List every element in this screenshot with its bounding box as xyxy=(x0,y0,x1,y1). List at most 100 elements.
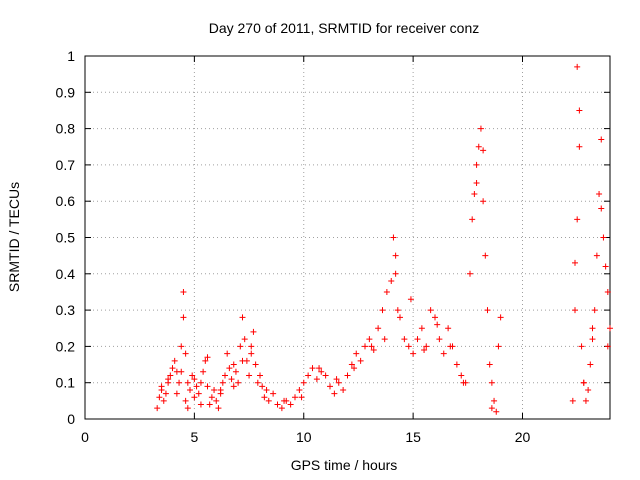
data-point xyxy=(195,390,202,397)
data-point xyxy=(582,397,589,404)
data-point xyxy=(488,379,495,386)
data-point xyxy=(576,143,583,150)
data-point xyxy=(370,347,377,354)
data-point xyxy=(248,350,255,357)
data-point xyxy=(226,365,233,372)
x-tick-label: 20 xyxy=(515,429,531,445)
data-point xyxy=(180,288,187,295)
data-point xyxy=(316,365,323,372)
data-point xyxy=(165,376,172,383)
data-point xyxy=(178,368,185,375)
y-tick-label: 0.3 xyxy=(56,302,76,318)
data-point xyxy=(274,401,281,408)
data-point xyxy=(436,336,443,343)
data-point xyxy=(434,321,441,328)
data-point xyxy=(281,397,288,404)
data-point xyxy=(305,372,312,379)
data-point xyxy=(197,401,204,408)
data-point xyxy=(390,234,397,241)
data-point xyxy=(327,383,333,390)
y-axis-label: SRMTID / TECUs xyxy=(6,182,22,292)
data-point xyxy=(313,376,320,383)
data-point xyxy=(600,234,607,241)
data-point xyxy=(224,350,231,357)
data-point xyxy=(230,383,237,390)
data-point xyxy=(473,161,480,168)
data-point xyxy=(480,147,487,154)
data-point xyxy=(261,394,268,401)
data-point xyxy=(379,307,386,314)
data-point xyxy=(309,365,316,372)
data-point xyxy=(423,343,430,350)
data-point xyxy=(497,314,504,321)
data-point xyxy=(491,397,498,404)
data-point xyxy=(440,350,447,357)
data-point xyxy=(213,397,220,404)
y-tick-label: 0.9 xyxy=(56,84,76,100)
data-point xyxy=(156,394,163,401)
chart-title: Day 270 of 2011, SRMTID for receiver con… xyxy=(209,20,480,36)
data-point xyxy=(232,368,239,375)
data-point xyxy=(482,252,489,259)
data-point xyxy=(202,357,209,364)
data-point xyxy=(604,288,611,295)
data-point xyxy=(475,143,482,150)
data-point xyxy=(407,296,414,303)
data-point xyxy=(593,252,600,259)
data-point xyxy=(318,368,325,375)
x-tick-label: 15 xyxy=(405,429,421,445)
data-point xyxy=(169,365,176,372)
data-point xyxy=(351,365,358,372)
data-point xyxy=(414,336,421,343)
data-point xyxy=(228,376,235,383)
y-tick-label: 0.4 xyxy=(56,266,76,282)
data-point xyxy=(182,397,189,404)
data-point xyxy=(230,361,237,368)
data-point xyxy=(246,372,253,379)
data-point xyxy=(257,372,263,379)
data-point xyxy=(596,190,603,197)
data-point xyxy=(204,354,211,361)
data-point xyxy=(460,379,467,386)
data-point xyxy=(598,205,605,212)
data-point xyxy=(208,394,215,401)
data-point xyxy=(270,390,277,397)
data-point xyxy=(418,325,425,332)
data-point xyxy=(471,190,478,197)
data-point xyxy=(158,383,165,390)
data-point xyxy=(392,270,399,277)
y-tick-label: 0.1 xyxy=(56,375,76,391)
data-point xyxy=(445,325,452,332)
data-point xyxy=(488,405,495,412)
data-point xyxy=(287,401,294,408)
data-point xyxy=(335,379,342,386)
data-point xyxy=(239,314,246,321)
data-point xyxy=(607,325,613,332)
data-point xyxy=(598,136,605,143)
data-point xyxy=(477,125,484,132)
data-point xyxy=(250,328,257,335)
data-points xyxy=(154,63,613,415)
data-point xyxy=(591,307,598,314)
data-point xyxy=(392,252,399,259)
data-point xyxy=(574,216,581,223)
y-tick-label: 0.6 xyxy=(56,193,76,209)
data-point xyxy=(394,307,401,314)
data-point xyxy=(211,386,218,393)
data-point xyxy=(397,314,403,321)
data-point xyxy=(578,343,585,350)
grid-lines xyxy=(85,56,610,419)
data-point xyxy=(604,343,611,350)
data-point xyxy=(191,394,198,401)
data-point xyxy=(587,361,594,368)
data-point xyxy=(154,405,161,412)
data-point xyxy=(178,343,185,350)
data-point xyxy=(375,325,382,332)
data-point xyxy=(204,383,211,390)
data-point xyxy=(215,405,222,412)
data-point xyxy=(484,307,491,314)
y-tick-label: 1 xyxy=(67,48,75,64)
data-point xyxy=(362,343,368,350)
data-point xyxy=(388,278,395,285)
